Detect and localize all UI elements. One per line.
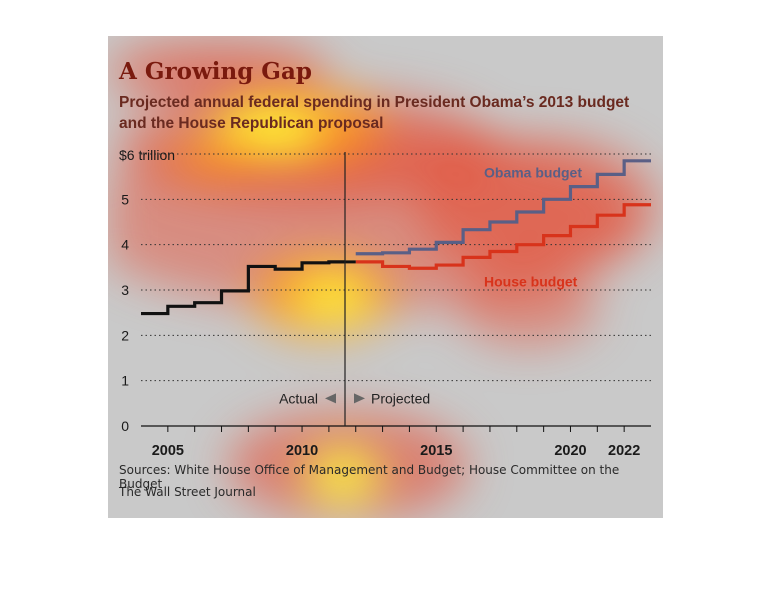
x-tick-label: 2010 xyxy=(286,443,318,459)
y-tick-label: 3 xyxy=(121,282,129,298)
x-tick-label: 2015 xyxy=(420,443,452,459)
arrow-left-icon xyxy=(325,393,336,404)
chart-sources: Sources: White House Office of Managemen… xyxy=(119,463,620,491)
y-tick-label: 2 xyxy=(121,327,129,343)
x-tick-label: 2020 xyxy=(554,443,586,459)
obama-budget-line xyxy=(355,159,651,256)
y-tick-label: 5 xyxy=(121,191,129,207)
y-unit-label: $6 trillion xyxy=(119,147,175,163)
house-budget-label: House budget xyxy=(484,273,578,289)
chart-plot: 0 1 2 3 4 5 $6 trillion 2005 2010 2015 2020 2022 Oba… xyxy=(119,147,651,459)
projected-label: Projected xyxy=(371,390,430,406)
y-tick-label: 0 xyxy=(121,418,129,434)
y-tick-label: 1 xyxy=(121,373,129,389)
chart-title: A Growing Gap xyxy=(119,58,312,85)
obama-budget-label: Obama budget xyxy=(484,165,582,181)
x-tick-label: 2022 xyxy=(608,443,640,459)
x-tick-label: 2005 xyxy=(152,443,184,459)
arrow-right-icon xyxy=(354,393,365,404)
chart-panel: A Growing Gap Projected annual federal s… xyxy=(108,36,663,518)
actual-label: Actual xyxy=(279,390,318,406)
chart-publisher: The Wall Street Journal xyxy=(119,485,256,499)
y-tick-label: 4 xyxy=(121,237,129,253)
actual-spending-line xyxy=(141,260,345,316)
chart-subtitle: Projected annual federal spending in Pre… xyxy=(119,94,630,132)
house-budget-line xyxy=(355,203,651,270)
